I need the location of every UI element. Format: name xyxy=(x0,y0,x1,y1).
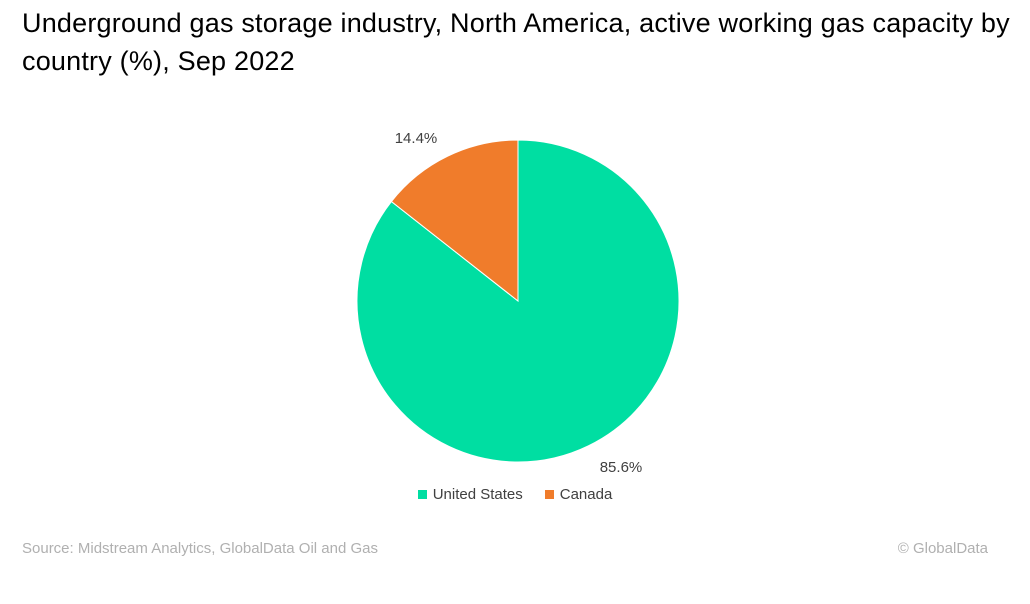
legend-item-united-states: United States xyxy=(417,486,523,503)
legend-swatch-canada xyxy=(544,490,554,499)
data-label-canada: 14.4% xyxy=(395,130,438,147)
pie-slice-canada xyxy=(390,139,519,303)
legend-label-canada: Canada xyxy=(559,486,613,503)
data-label-united-states: 85.6% xyxy=(600,459,643,476)
legend: United States Canada xyxy=(0,486,1030,503)
source-note: Source: Midstream Analytics, GlobalData … xyxy=(22,540,378,557)
legend-label-united-states: United States xyxy=(432,486,523,503)
chart-title: Underground gas storage industry, North … xyxy=(22,8,1010,76)
copyright: © GlobalData xyxy=(897,540,988,557)
legend-swatch-united-states xyxy=(417,490,427,499)
legend-item-canada: Canada xyxy=(544,486,613,503)
